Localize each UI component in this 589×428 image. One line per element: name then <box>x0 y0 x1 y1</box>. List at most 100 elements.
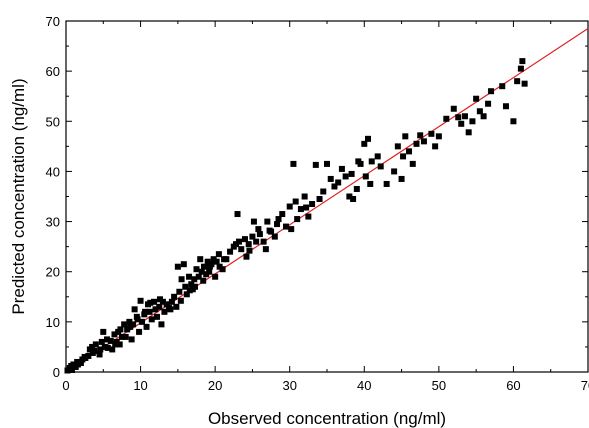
x-tick-label: 10 <box>133 378 147 393</box>
data-point <box>417 132 424 139</box>
data-point <box>111 331 118 338</box>
data-point <box>127 323 134 330</box>
data-point <box>502 103 509 110</box>
data-point <box>331 183 338 190</box>
data-point <box>215 251 222 258</box>
data-point <box>82 354 89 361</box>
data-point <box>288 226 295 233</box>
data-point <box>282 223 289 230</box>
data-point <box>246 247 253 254</box>
data-point <box>89 343 96 350</box>
data-point <box>146 308 153 315</box>
data-point <box>100 328 107 335</box>
data-point <box>365 135 372 142</box>
data-point <box>255 226 262 233</box>
data-point <box>200 263 207 270</box>
data-point <box>74 361 81 368</box>
data-point <box>256 231 263 238</box>
data-point <box>213 258 220 265</box>
data-point <box>150 298 157 305</box>
data-point <box>152 306 159 313</box>
y-axis-title: Predicted concentration (ng/ml) <box>9 78 28 314</box>
data-point <box>156 296 163 303</box>
data-point <box>147 299 154 306</box>
data-point <box>362 173 369 180</box>
data-point <box>361 140 368 147</box>
data-point <box>368 158 375 165</box>
x-tick-label: 20 <box>208 378 222 393</box>
data-point <box>327 175 334 182</box>
y-tick-label: 10 <box>46 315 60 330</box>
data-point <box>458 120 465 127</box>
data-point <box>212 273 219 280</box>
data-point <box>409 160 416 167</box>
data-point <box>305 213 312 220</box>
data-point <box>271 233 278 240</box>
data-point <box>250 218 257 225</box>
data-point <box>367 180 374 187</box>
data-point <box>173 303 180 310</box>
data-point <box>118 333 125 340</box>
data-point <box>98 338 105 345</box>
y-tick-label: 20 <box>46 265 60 280</box>
data-point <box>234 211 241 218</box>
data-point <box>186 287 193 294</box>
data-point <box>335 179 342 186</box>
data-point <box>413 140 420 147</box>
data-point <box>96 351 103 358</box>
data-point <box>68 362 75 369</box>
data-point <box>249 233 256 240</box>
data-point <box>121 321 128 328</box>
data-point <box>292 198 299 205</box>
y-tick-label: 70 <box>46 14 60 29</box>
x-axis: 0 10 20 30 40 50 60 70 <box>62 21 589 393</box>
data-point <box>171 293 178 300</box>
data-point <box>177 297 184 304</box>
data-point <box>519 58 526 65</box>
data-point <box>377 163 384 170</box>
data-point <box>450 105 457 112</box>
data-point <box>342 173 349 180</box>
data-point <box>195 273 202 280</box>
data-point <box>176 288 183 295</box>
data-point <box>383 180 390 187</box>
data-point <box>163 301 170 308</box>
data-point <box>253 238 260 245</box>
data-point <box>499 83 506 90</box>
data-point <box>233 241 240 248</box>
data-point <box>473 95 480 102</box>
data-point <box>221 256 228 263</box>
data-point <box>186 273 193 280</box>
data-point <box>192 283 199 290</box>
data-point <box>139 318 146 325</box>
data-point <box>517 65 524 72</box>
data-point <box>398 175 405 182</box>
data-point <box>312 161 319 168</box>
data-point <box>227 248 234 255</box>
data-point <box>245 241 252 248</box>
data-point <box>465 129 472 136</box>
data-point <box>435 133 442 140</box>
data-point <box>206 268 213 275</box>
data-point <box>350 196 357 203</box>
x-tick-label: 70 <box>581 378 589 393</box>
data-point <box>104 336 111 343</box>
data-point <box>290 160 297 167</box>
data-point <box>92 341 99 348</box>
data-point <box>476 108 483 115</box>
data-point <box>89 349 96 356</box>
data-point <box>109 346 116 353</box>
data-point <box>420 138 427 145</box>
data-point <box>206 263 213 270</box>
data-point <box>264 218 271 225</box>
data-point <box>153 313 160 320</box>
x-tick-label: 50 <box>432 378 446 393</box>
data-point <box>279 211 286 218</box>
x-tick-label: 40 <box>357 378 371 393</box>
data-point <box>243 253 250 260</box>
data-point <box>136 328 143 335</box>
data-point <box>394 143 401 150</box>
data-point <box>432 143 439 150</box>
data-point <box>348 170 355 177</box>
y-tick-label: 0 <box>53 365 60 380</box>
